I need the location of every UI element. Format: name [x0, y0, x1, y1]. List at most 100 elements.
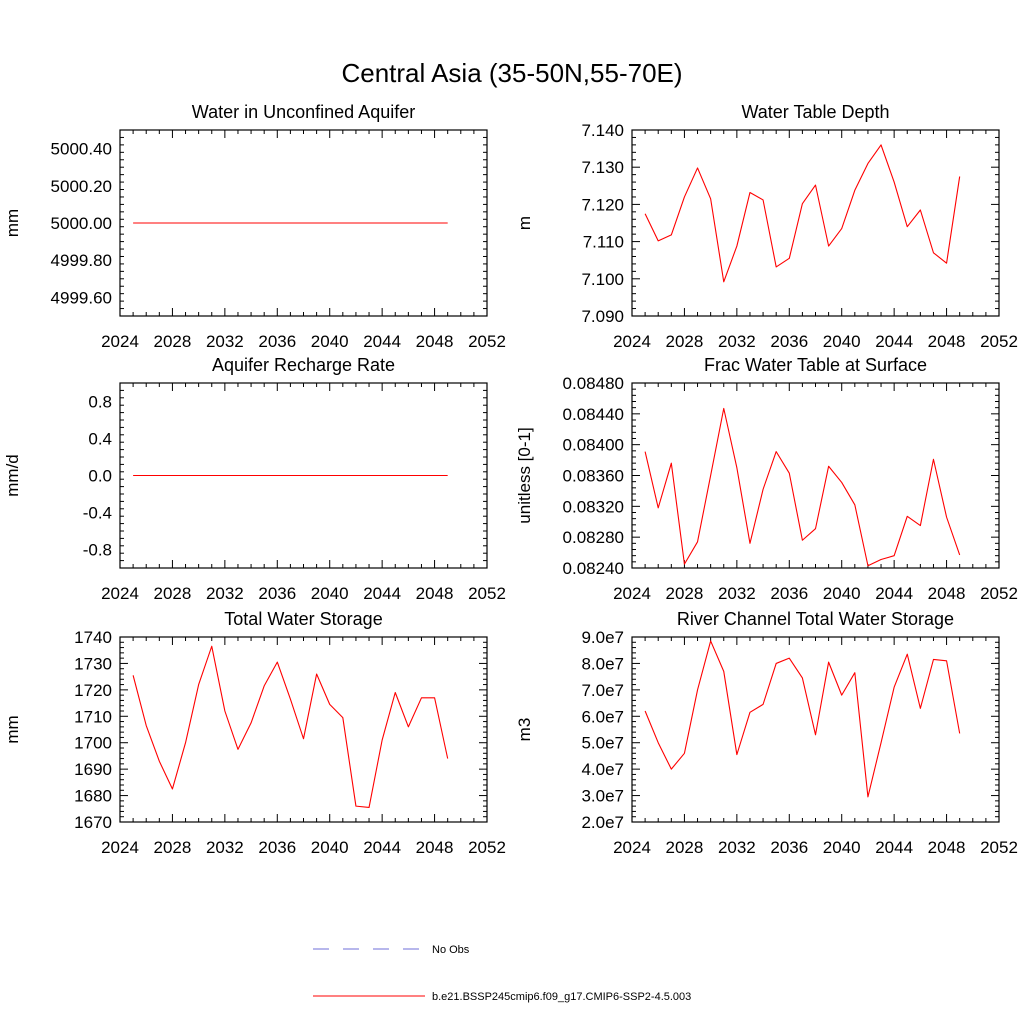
x-tick-label: 2048 — [416, 584, 454, 603]
panel-4: Frac Water Table at Surface unitless [0-1… — [515, 355, 1018, 603]
y-tick-label: 0.08400 — [563, 436, 624, 455]
x-tick-label: 2024 — [613, 332, 651, 351]
x-tick-label: 2028 — [154, 332, 192, 351]
y-tick-label: 1690 — [74, 760, 112, 779]
x-tick-label: 2036 — [770, 838, 808, 857]
y-tick-label: 9.0e7 — [581, 628, 624, 647]
x-tick-label: 2036 — [258, 584, 296, 603]
y-tick-label: 0.08440 — [563, 405, 624, 424]
x-tick-label: 2028 — [666, 332, 704, 351]
x-tick-label: 2044 — [363, 584, 401, 603]
x-tick-label: 2036 — [258, 838, 296, 857]
x-tick-label: 2052 — [980, 838, 1018, 857]
y-tick-label: 7.140 — [581, 121, 624, 140]
x-tick-label: 2040 — [823, 332, 861, 351]
y-tick-label: 6.0e7 — [581, 707, 624, 726]
x-tick-label: 2044 — [875, 584, 913, 603]
x-tick-label: 2052 — [468, 584, 506, 603]
y-tick-label: 7.130 — [581, 158, 624, 177]
y-tick-label: 1680 — [74, 787, 112, 806]
y-tick-label: 5000.00 — [51, 214, 112, 233]
panel-3: Aquifer Recharge Rate mm/d 2024 2028 2032 203… — [3, 355, 506, 603]
y-tick-label: 7.120 — [581, 195, 624, 214]
panel-title: Water Table Depth — [741, 102, 889, 122]
x-tick-label: 2052 — [980, 332, 1018, 351]
x-tick-label: 2032 — [718, 332, 756, 351]
y-tick-label: 7.0e7 — [581, 681, 624, 700]
y-tick-label: 4.0e7 — [581, 760, 624, 779]
x-tick-label: 2040 — [311, 332, 349, 351]
x-tick-label: 2052 — [980, 584, 1018, 603]
panel-title: Water in Unconfined Aquifer — [192, 102, 415, 122]
figure-title: Central Asia (35-50N,55-70E) — [341, 58, 682, 88]
panels: Water in Unconfined Aquifer mm 2024 2028 203… — [3, 102, 1018, 857]
x-tick-label: 2052 — [468, 332, 506, 351]
y-tick-label: 0.4 — [88, 430, 112, 449]
y-tick-label: 1700 — [74, 734, 112, 753]
y-axis-label: m3 — [515, 718, 534, 742]
y-tick-label: 7.090 — [581, 307, 624, 326]
y-tick-label: 7.110 — [583, 233, 624, 252]
y-tick-label: -0.8 — [83, 541, 112, 560]
x-tick-label: 2044 — [875, 838, 913, 857]
x-tick-label: 2028 — [154, 838, 192, 857]
x-tick-label: 2048 — [416, 838, 454, 857]
legend: No Obs b.e21.BSSP245cmip6.f09_g17.CMIP6-S… — [313, 944, 691, 1003]
panel-5: Total Water Storage mm 2024 2028 2032 2036 204… — [3, 609, 506, 857]
x-tick-label: 2036 — [258, 332, 296, 351]
y-tick-label: 1710 — [74, 707, 112, 726]
y-tick-label: 1720 — [74, 681, 112, 700]
panel-6: River Channel Total Water Storage m3 2024 2… — [515, 609, 1018, 857]
panel-2: Water Table Depth m 2024 2028 2032 2036 2040 20… — [515, 102, 1018, 351]
x-tick-label: 2028 — [666, 584, 704, 603]
x-tick-label: 2044 — [875, 332, 913, 351]
y-axis-label: m — [515, 216, 534, 230]
y-tick-label: 8.0e7 — [581, 654, 624, 673]
panel-title: River Channel Total Water Storage — [677, 609, 954, 629]
x-tick-label: 2048 — [928, 332, 966, 351]
x-tick-label: 2048 — [928, 838, 966, 857]
legend-label: b.e21.BSSP245cmip6.f09_g17.CMIP6-SSP2-4.… — [432, 991, 691, 1003]
series-line — [644, 144, 961, 283]
y-axis-label: mm — [3, 209, 22, 237]
x-tick-label: 2036 — [770, 332, 808, 351]
series-line — [644, 407, 961, 567]
x-tick-label: 2028 — [154, 584, 192, 603]
y-tick-label: 4999.60 — [51, 288, 112, 307]
y-tick-label: 3.0e7 — [581, 787, 624, 806]
y-tick-label: 0.0 — [88, 467, 112, 486]
y-tick-label: 0.08320 — [563, 497, 624, 516]
x-tick-label: 2052 — [468, 838, 506, 857]
y-tick-label: 7.100 — [581, 270, 624, 289]
x-tick-label: 2032 — [206, 584, 244, 603]
y-tick-label: 5000.40 — [51, 140, 112, 159]
x-tick-label: 2044 — [363, 838, 401, 857]
x-tick-label: 2048 — [928, 584, 966, 603]
x-tick-label: 2048 — [416, 332, 454, 351]
x-tick-label: 2044 — [363, 332, 401, 351]
x-tick-label: 2036 — [770, 584, 808, 603]
x-tick-label: 2040 — [823, 584, 861, 603]
x-tick-label: 2024 — [101, 838, 139, 857]
legend-label: No Obs — [432, 944, 470, 956]
y-tick-label: 0.08240 — [563, 559, 624, 578]
y-tick-label: 0.08360 — [563, 467, 624, 486]
x-tick-label: 2024 — [613, 584, 651, 603]
y-tick-label: 0.08280 — [563, 528, 624, 547]
panel-title: Aquifer Recharge Rate — [212, 355, 395, 375]
x-tick-label: 2040 — [311, 838, 349, 857]
x-tick-label: 2028 — [666, 838, 704, 857]
y-tick-label: 1740 — [74, 628, 112, 647]
x-tick-label: 2032 — [206, 332, 244, 351]
x-tick-label: 2032 — [718, 584, 756, 603]
series-line — [132, 645, 449, 809]
y-tick-label: 5000.20 — [51, 177, 112, 196]
y-tick-label: -0.4 — [83, 504, 112, 523]
y-tick-label: 1730 — [74, 654, 112, 673]
y-tick-label: 5.0e7 — [581, 734, 624, 753]
x-tick-label: 2024 — [613, 838, 651, 857]
series-line — [644, 640, 961, 798]
y-tick-label: 0.08480 — [563, 374, 624, 393]
